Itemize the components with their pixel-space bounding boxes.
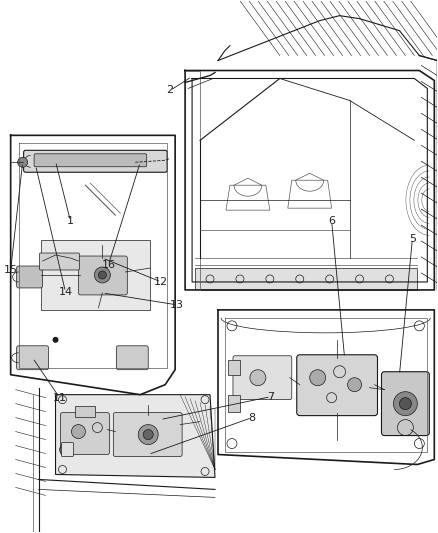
Text: 11: 11 <box>53 393 67 402</box>
Circle shape <box>348 378 361 392</box>
Circle shape <box>18 157 28 167</box>
Circle shape <box>250 370 266 386</box>
FancyBboxPatch shape <box>381 372 429 435</box>
FancyBboxPatch shape <box>117 346 148 370</box>
Text: 16: 16 <box>101 260 115 270</box>
Text: 14: 14 <box>58 287 73 297</box>
FancyBboxPatch shape <box>113 413 182 456</box>
Polygon shape <box>195 268 417 290</box>
Text: 13: 13 <box>170 300 184 310</box>
Text: 2: 2 <box>166 85 174 95</box>
Circle shape <box>53 337 59 343</box>
Circle shape <box>399 398 411 410</box>
Text: 6: 6 <box>328 216 335 226</box>
Text: 1: 1 <box>67 216 74 226</box>
Text: 12: 12 <box>154 277 168 287</box>
FancyBboxPatch shape <box>233 356 292 400</box>
Circle shape <box>71 425 85 439</box>
Text: 8: 8 <box>248 413 255 423</box>
Circle shape <box>393 392 417 416</box>
FancyBboxPatch shape <box>78 256 127 295</box>
FancyBboxPatch shape <box>297 355 378 416</box>
FancyBboxPatch shape <box>60 413 110 455</box>
FancyBboxPatch shape <box>17 266 42 288</box>
Polygon shape <box>41 240 150 310</box>
FancyBboxPatch shape <box>39 253 79 270</box>
Circle shape <box>143 430 153 440</box>
FancyBboxPatch shape <box>61 442 74 456</box>
Polygon shape <box>228 394 240 411</box>
Circle shape <box>95 267 110 283</box>
Text: 7: 7 <box>267 392 274 402</box>
Text: 5: 5 <box>409 234 416 244</box>
Circle shape <box>138 425 158 445</box>
FancyBboxPatch shape <box>17 346 49 370</box>
Polygon shape <box>228 360 240 375</box>
FancyBboxPatch shape <box>24 150 167 172</box>
Circle shape <box>310 370 326 386</box>
Polygon shape <box>75 406 95 417</box>
FancyBboxPatch shape <box>34 154 147 167</box>
Polygon shape <box>56 394 215 478</box>
Text: 15: 15 <box>4 265 18 275</box>
Circle shape <box>99 271 106 279</box>
